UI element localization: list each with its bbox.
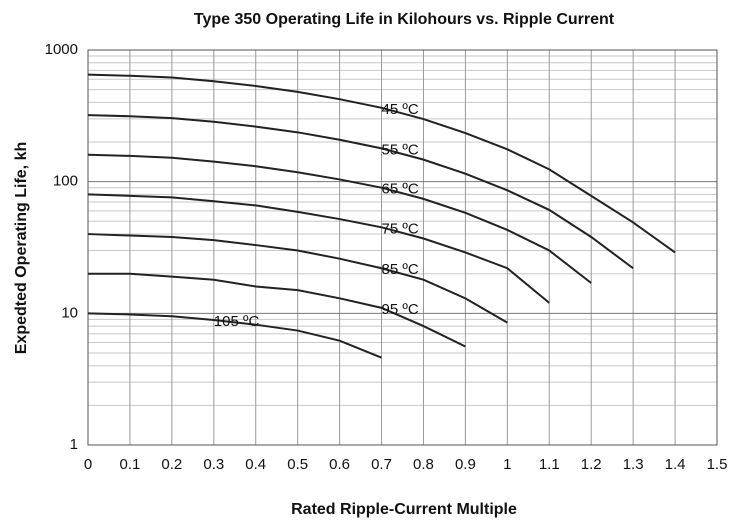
x-tick-label: 0.5	[287, 456, 308, 473]
series-line	[87, 114, 634, 270]
series-line	[87, 312, 382, 359]
series-line	[87, 233, 508, 324]
chart-title: Type 350 Operating Life in Kilohours vs.…	[194, 11, 615, 28]
x-tick-label: 1.5	[707, 456, 728, 473]
x-tick-label: 0.8	[413, 456, 434, 473]
series-line	[87, 193, 550, 304]
series-label: 65 ºC	[382, 181, 419, 198]
x-tick-label: 0.9	[455, 456, 476, 473]
y-tick-label: 1	[70, 436, 78, 453]
x-tick-label: 0.6	[329, 456, 350, 473]
series-label: 85 ºC	[382, 261, 419, 278]
x-tick-label: 1.1	[539, 456, 560, 473]
x-tick-label: 0.3	[203, 456, 224, 473]
x-tick-label: 0.4	[245, 456, 266, 473]
series-label: 75 ºC	[382, 220, 419, 237]
x-tick-label: 1	[503, 456, 511, 473]
series-label: 45 ºC	[382, 101, 419, 118]
y-tick-label: 1000	[45, 41, 78, 58]
series-line	[88, 272, 466, 348]
x-tick-label: 0.1	[120, 456, 141, 473]
x-tick-label: 0	[84, 456, 92, 473]
y-axis-label: Expedted Operating Life, kh	[13, 142, 30, 354]
series-label: 95 ºC	[382, 301, 419, 318]
x-tick-label: 0.2	[161, 456, 182, 473]
series-line	[87, 153, 592, 284]
series-line	[87, 73, 676, 254]
x-tick-label: 1.3	[623, 456, 644, 473]
y-tick-label: 10	[61, 304, 78, 321]
x-tick-label: 0.7	[371, 456, 392, 473]
y-tick-label: 100	[53, 173, 78, 190]
series-label: 105 ºC	[214, 313, 260, 330]
x-tick-label: 1.4	[665, 456, 686, 473]
x-tick-label: 1.2	[581, 456, 602, 473]
x-axis-label: Rated Ripple-Current Multiple	[291, 501, 517, 518]
series-label: 55 ºC	[382, 141, 419, 158]
plot-frame	[87, 49, 718, 446]
